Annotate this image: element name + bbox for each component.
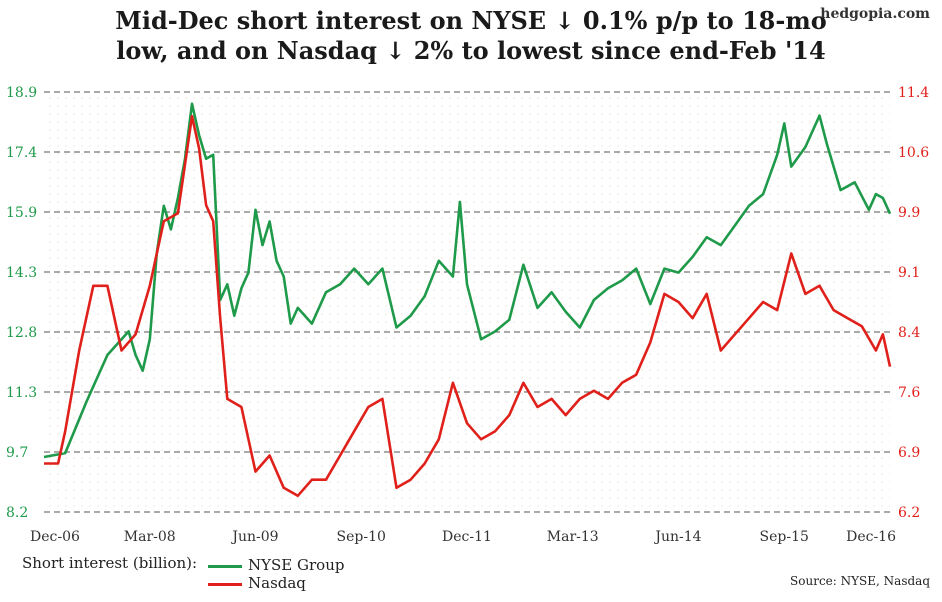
left-axis-tick-label: 8.2	[6, 505, 28, 521]
x-axis-tick-label: Mar-13	[547, 529, 599, 545]
legend-swatch-nasdaq	[208, 582, 242, 586]
chart-title-line-2: low, and on Nasdaq ↓ 2% to lowest since …	[116, 36, 826, 65]
right-axis-tick-label: 6.2	[898, 505, 920, 521]
left-axis-tick-label: 15.9	[6, 205, 37, 221]
legend-item-nasdaq: Nasdaq	[208, 574, 306, 594]
legend-swatch-nyse	[208, 564, 242, 568]
brand-watermark: hedgopia.com	[820, 6, 930, 22]
chart-title-line-1: Mid-Dec short interest on NYSE ↓ 0.1% p/…	[115, 6, 827, 35]
legend: Short interest (billion): NYSE Group Nas…	[8, 554, 938, 598]
right-axis-tick-label: 8.4	[898, 325, 920, 341]
legend-text-nasdaq: Nasdaq	[248, 574, 306, 592]
legend-item-nyse: NYSE Group	[208, 556, 344, 576]
x-axis-tick-label: Jun-14	[653, 529, 701, 545]
x-axis-tick-label: Sep-15	[760, 529, 809, 545]
right-axis-tick-label: 9.9	[898, 205, 920, 221]
left-axis-tick-label: 12.8	[6, 325, 37, 341]
x-axis-tick-label: Sep-10	[337, 529, 386, 545]
right-axis-tick-label: 6.9	[898, 445, 920, 461]
left-axis-tick-label: 11.3	[6, 385, 37, 401]
left-axis-tick-label: 14.3	[6, 265, 37, 281]
left-axis-tick-label: 17.4	[6, 145, 37, 161]
right-axis-tick-label: 10.6	[898, 145, 929, 161]
source-note: Source: NYSE, Nasdaq	[790, 574, 930, 588]
right-axis-tick-label: 9.1	[898, 265, 920, 281]
chart-title: Mid-Dec short interest on NYSE ↓ 0.1% p/…	[0, 6, 942, 66]
x-axis-tick-label: Dec-16	[846, 529, 896, 545]
right-axis-tick-label: 7.6	[898, 385, 920, 401]
x-axis-tick-label: Dec-06	[30, 529, 80, 545]
legend-text-nyse: NYSE Group	[248, 556, 345, 574]
left-axis-tick-label: 18.9	[6, 85, 37, 101]
series-line-nasdaq	[44, 114, 892, 498]
legend-label: Short interest (billion):	[22, 554, 198, 572]
left-axis-tick-label: 9.7	[6, 445, 28, 461]
x-axis-tick-label: Mar-08	[124, 529, 176, 545]
right-axis-tick-label: 11.4	[898, 85, 929, 101]
x-axis-tick-label: Jun-09	[230, 529, 278, 545]
x-axis-tick-label: Dec-11	[442, 529, 492, 545]
